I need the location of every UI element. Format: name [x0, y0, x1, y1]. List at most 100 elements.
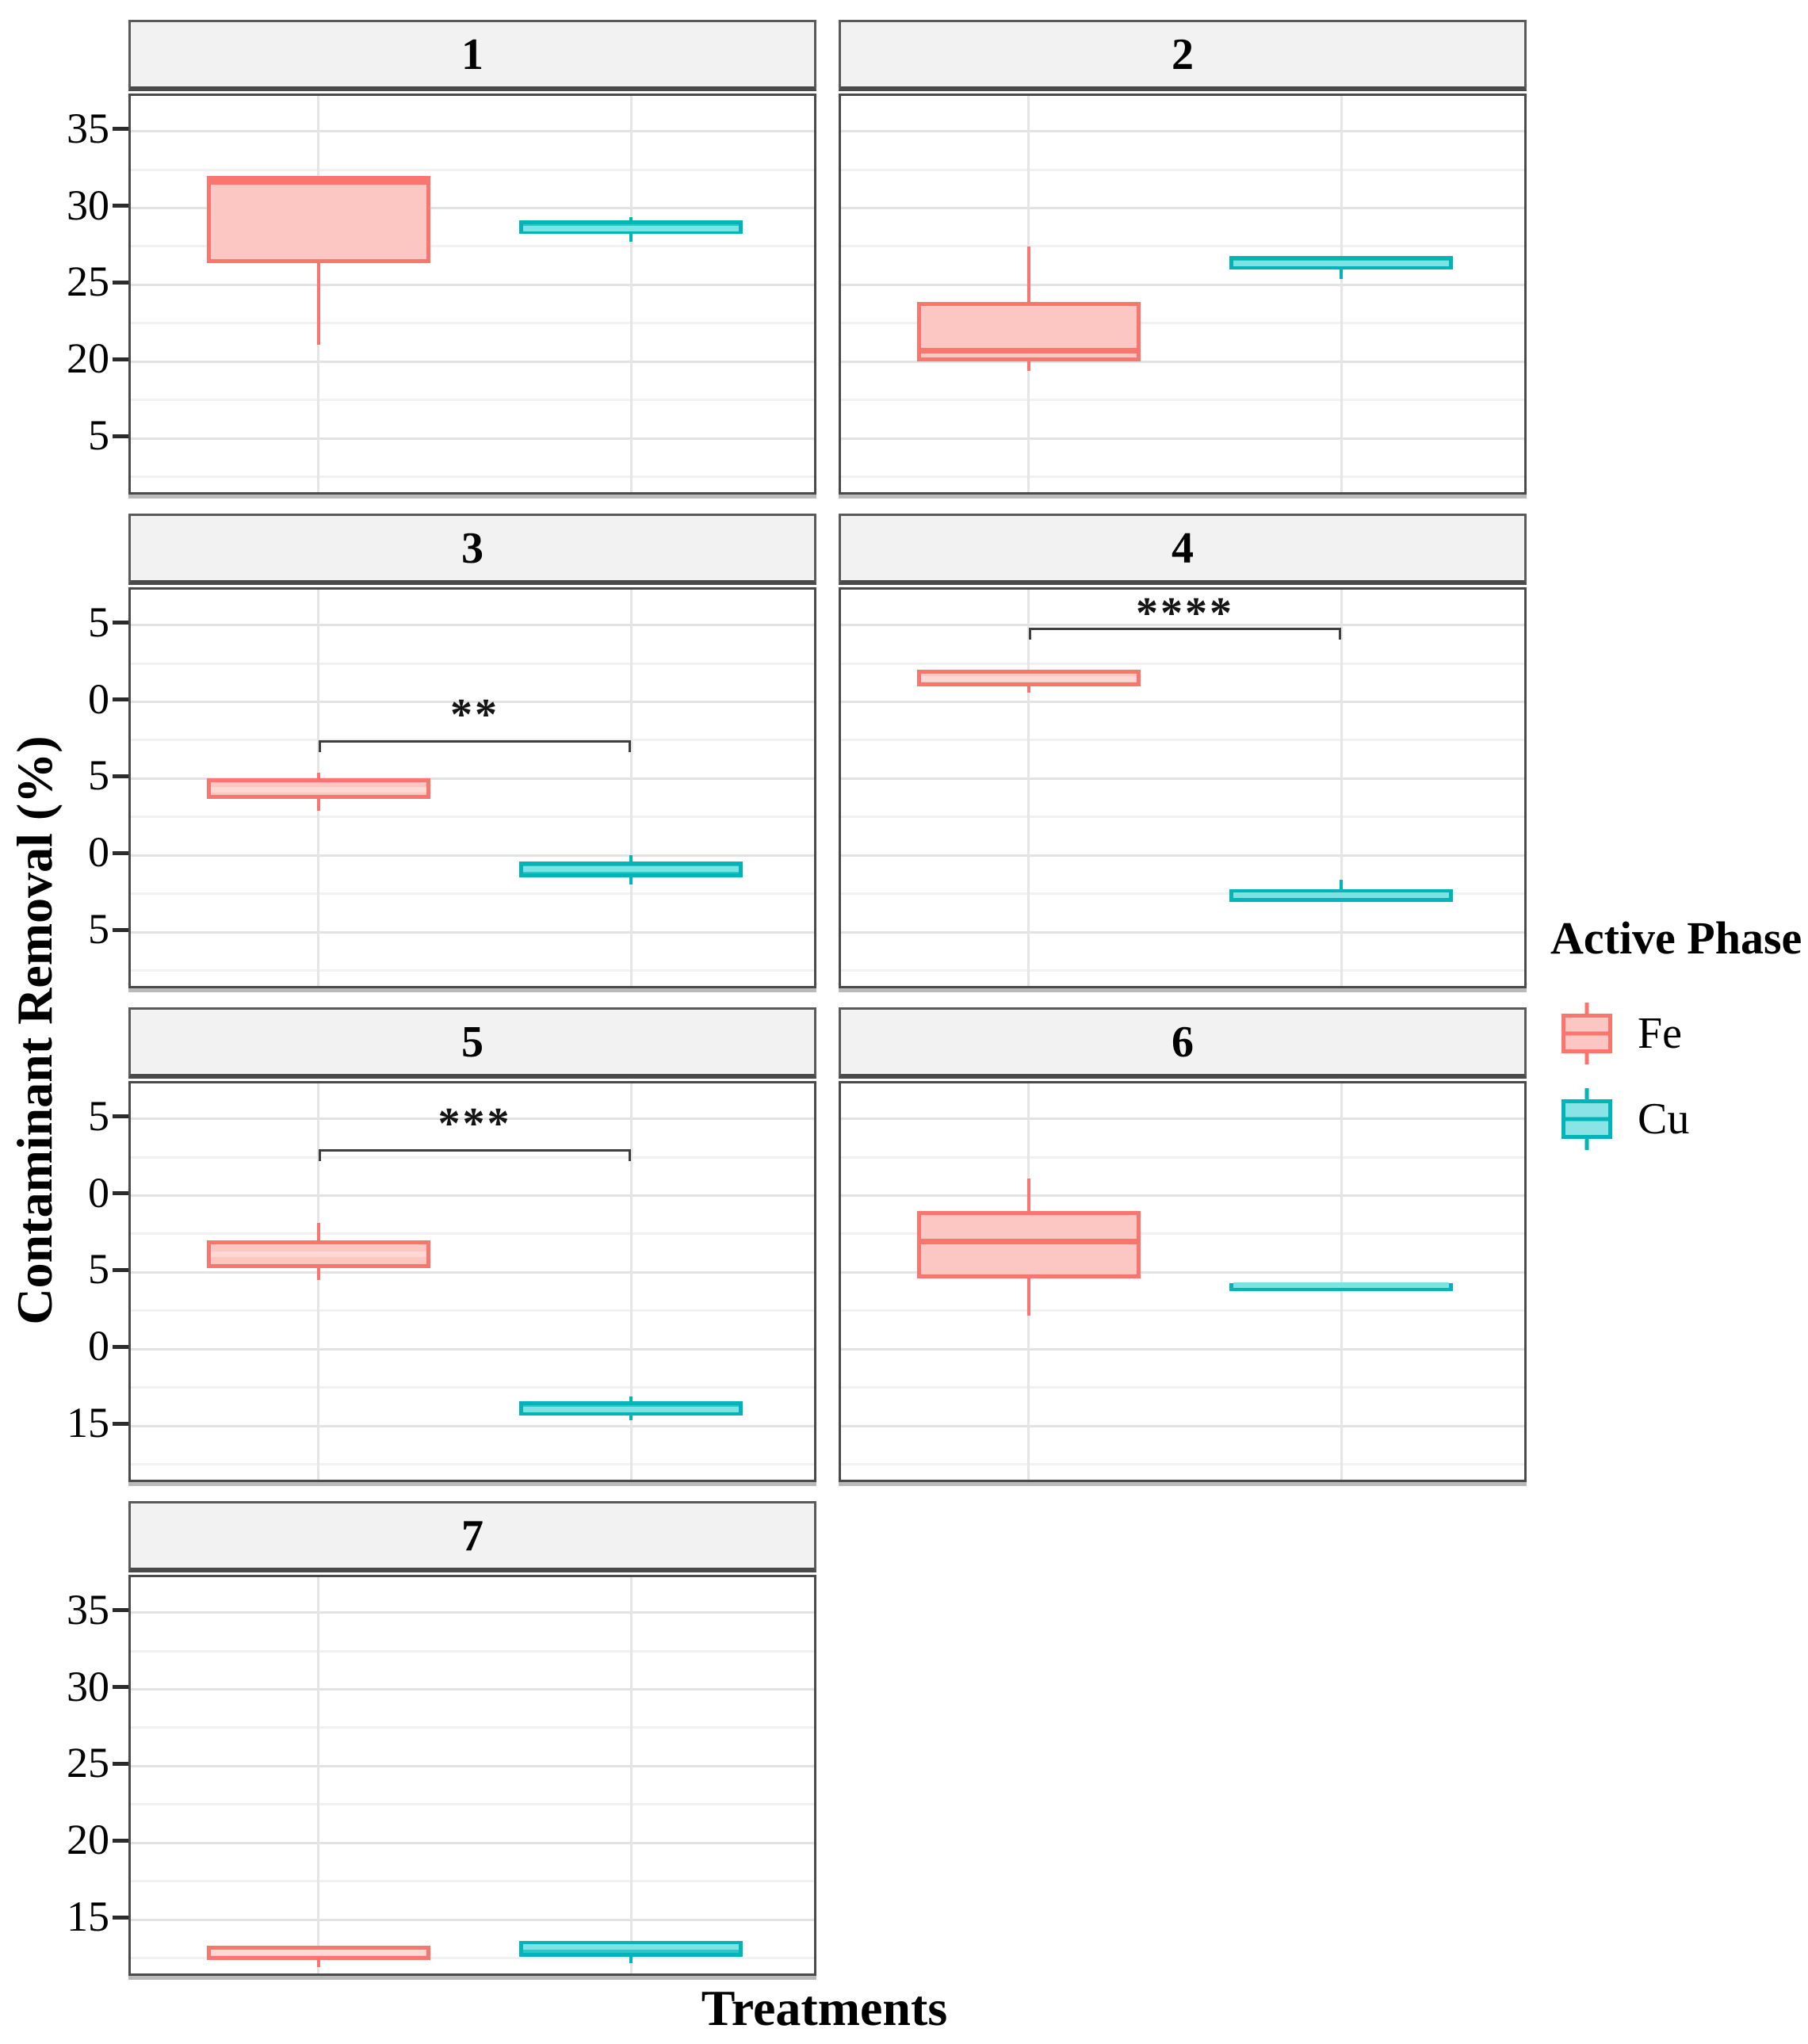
- whisker-lower: [316, 798, 320, 812]
- gridline-major: [131, 1270, 814, 1274]
- y-tick-mark: [113, 1191, 128, 1196]
- gridline-major: [841, 930, 1524, 934]
- y-tick-label: 30: [67, 181, 109, 229]
- legend: Active Phase Fe Cu: [1550, 915, 1808, 1174]
- gridline-minor: [131, 1649, 814, 1652]
- y-tick-mark: [113, 357, 128, 361]
- gridline-minor: [841, 662, 1524, 665]
- median-line: [921, 675, 1137, 682]
- gridline-minor: [841, 1386, 1524, 1389]
- boxplot-box-fe: [917, 1210, 1141, 1279]
- facet-strip: 1: [128, 20, 816, 91]
- y-tick-mark: [113, 1608, 128, 1613]
- gridline-major: [841, 1347, 1524, 1351]
- gridline-major: [131, 701, 814, 704]
- gridline-minor: [131, 892, 814, 896]
- gridline-minor: [131, 1232, 814, 1236]
- y-tick-mark: [113, 127, 128, 132]
- gridline-minor: [131, 816, 814, 819]
- median-line: [1561, 1117, 1612, 1121]
- gridline-category: [1340, 1083, 1343, 1480]
- facet-strip: 3: [128, 514, 816, 585]
- y-tick-label: 5: [88, 905, 109, 953]
- whisker-upper: [629, 1396, 633, 1402]
- whisker-upper: [1026, 246, 1030, 302]
- gridline-major: [841, 701, 1524, 704]
- gridline-major: [131, 1688, 814, 1691]
- facet-strip-label: 6: [1172, 1017, 1194, 1067]
- gridline-minor: [841, 168, 1524, 171]
- gridline-major: [841, 1424, 1524, 1427]
- facet-panel: [839, 1081, 1527, 1482]
- gridline-category: [629, 96, 633, 492]
- median-line: [523, 866, 739, 873]
- legend-label-cu: Cu: [1638, 1095, 1690, 1144]
- whisker-lower: [1026, 361, 1030, 372]
- gridline-major: [841, 1194, 1524, 1198]
- facet-strip: 4: [839, 514, 1527, 585]
- facet-strip: 2: [839, 20, 1527, 91]
- gridline-minor: [131, 1880, 814, 1883]
- bracket-end-tick: [318, 739, 321, 752]
- y-tick-mark: [113, 1915, 128, 1920]
- gridline-minor: [841, 322, 1524, 325]
- gridline-minor: [131, 1309, 814, 1312]
- boxplot-key-icon: [1561, 1088, 1612, 1150]
- facet-strip-label: 2: [1172, 29, 1194, 79]
- gridline-minor: [131, 322, 814, 325]
- facet-strip-label: 5: [461, 1017, 484, 1067]
- legend-title: Active Phase: [1550, 912, 1802, 964]
- gridline-minor: [131, 168, 814, 171]
- significance-stars: ***: [438, 1099, 512, 1149]
- y-tick-label: 5: [88, 411, 109, 460]
- gridline-minor: [841, 476, 1524, 479]
- gridline-major: [131, 1764, 814, 1767]
- facet-panel: **: [128, 587, 816, 988]
- gridline-minor: [131, 1957, 814, 1960]
- y-axis-title: Contaminant Removal (%): [6, 735, 63, 1325]
- y-tick-mark: [113, 1761, 128, 1766]
- gridline-major: [131, 1118, 814, 1121]
- gridline-minor: [841, 245, 1524, 248]
- facet-strip: 6: [839, 1007, 1527, 1079]
- facet-strip-label: 7: [461, 1511, 484, 1561]
- whisker-lower: [316, 1267, 320, 1281]
- y-tick-label: 15: [67, 1893, 109, 1941]
- y-tick-label: 25: [67, 1739, 109, 1787]
- legend-item-cu: Cu: [1550, 1088, 1808, 1150]
- y-tick-mark: [113, 1838, 128, 1843]
- y-tick-label: 0: [88, 1322, 109, 1370]
- facet-strip-label: 3: [461, 523, 484, 573]
- whisker-lower: [629, 1415, 633, 1420]
- gridline-minor: [841, 816, 1524, 819]
- whisker-upper: [316, 1223, 320, 1240]
- gridline-minor: [131, 662, 814, 665]
- median-line: [1233, 260, 1449, 266]
- y-tick-mark: [113, 280, 128, 285]
- legend-label-fe: Fe: [1638, 1009, 1682, 1058]
- whisker-lower: [1340, 269, 1344, 279]
- y-tick-label: 35: [67, 104, 109, 152]
- y-tick-mark: [113, 850, 128, 855]
- gridline-category: [629, 590, 633, 986]
- significance-stars: **: [449, 690, 499, 739]
- y-tick-mark: [113, 621, 128, 625]
- whisker-upper: [316, 772, 320, 779]
- y-tick-mark: [113, 1114, 128, 1119]
- gridline-minor: [841, 1463, 1524, 1466]
- whisker-lower: [629, 1956, 633, 1963]
- facet-panel: ***: [128, 1081, 816, 1482]
- gridline-minor: [131, 1803, 814, 1806]
- gridline-major: [131, 624, 814, 627]
- facet-strip: 7: [128, 1501, 816, 1572]
- gridline-major: [131, 930, 814, 934]
- y-tick-label: 35: [67, 1585, 109, 1633]
- gridline-major: [841, 624, 1524, 627]
- whisker-lower: [1026, 686, 1030, 693]
- y-tick-mark: [113, 204, 128, 208]
- gridline-minor: [131, 245, 814, 248]
- y-tick-label: 0: [88, 1168, 109, 1217]
- facet-panel: [128, 1575, 816, 1976]
- gridline-minor: [841, 892, 1524, 896]
- bracket-end-tick: [1028, 628, 1031, 640]
